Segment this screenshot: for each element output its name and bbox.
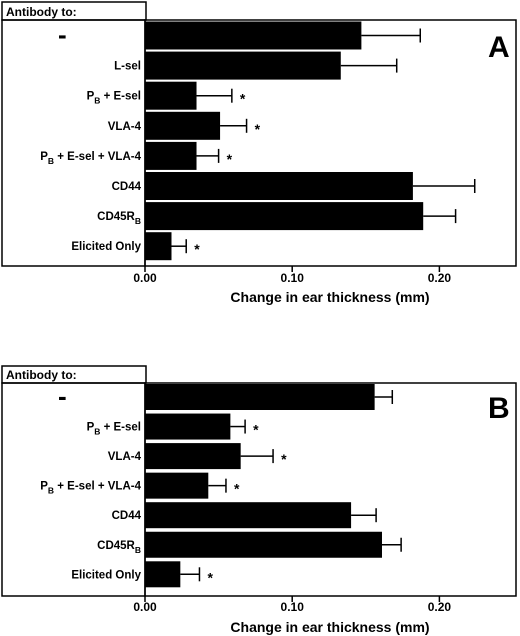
header-box [1, 1, 147, 21]
x-axis-label: Change in ear thickness (mm) [230, 289, 429, 305]
bar [145, 141, 197, 170]
x-tick-label: 0.00 [133, 600, 157, 614]
x-tick-label: 0.10 [281, 600, 305, 614]
significance-star: * [255, 121, 261, 137]
x-axis-label: Change in ear thickness (mm) [230, 619, 429, 635]
panel-letter: B [488, 392, 510, 425]
bar [145, 413, 231, 440]
bar [145, 172, 413, 200]
x-tick-label: 0.20 [428, 600, 452, 614]
category-label: VLA-4 [108, 121, 142, 133]
chart-panel-a: Antibody to: A - L-sel * PB + E-sel * VLA-4 * PB … [1, 1, 517, 305]
category-label: PB + E-sel + VLA-4 [40, 481, 141, 496]
bar [145, 443, 241, 470]
category-label: Elicited Only [71, 241, 141, 253]
label-column-frame [1, 19, 146, 267]
significance-star: * [227, 151, 233, 167]
category-label: VLA-4 [108, 451, 142, 463]
bar [145, 472, 209, 499]
significance-star: * [234, 481, 240, 497]
bar [145, 111, 221, 140]
significance-star: * [194, 241, 200, 257]
category-label: - [58, 20, 67, 50]
bar [145, 21, 362, 50]
category-label: PB + E-sel [87, 422, 141, 437]
panel-letter: A [488, 31, 510, 64]
category-label: CD44 [112, 510, 142, 522]
bar [145, 202, 424, 231]
significance-star: * [281, 451, 287, 467]
bar [145, 51, 341, 80]
bar [145, 502, 352, 529]
significance-star: * [253, 422, 259, 438]
header-text: Antibody to: [6, 5, 77, 19]
category-label: Elicited Only [71, 569, 141, 581]
category-label: PB + E-sel [87, 91, 141, 106]
category-label: CD45RB [97, 211, 141, 226]
significance-star: * [207, 569, 213, 585]
category-label: L-sel [114, 61, 141, 73]
bar [145, 561, 181, 588]
category-label: - [58, 381, 67, 411]
bar [145, 531, 382, 558]
bar [145, 232, 172, 261]
x-tick-label: 0.10 [281, 271, 305, 285]
header-text: Antibody to: [6, 368, 77, 382]
x-tick-label: 0.00 [133, 271, 157, 285]
chart-panel-b: Antibody to: B - * PB + E-sel * VLA-4 * PB + E-s… [1, 365, 517, 635]
significance-star: * [240, 91, 246, 107]
category-label: CD45RB [97, 540, 141, 555]
category-label: CD44 [112, 181, 142, 193]
bar [145, 81, 197, 110]
bar [145, 384, 375, 410]
category-label: PB + E-sel + VLA-4 [40, 151, 141, 166]
x-tick-label: 0.20 [428, 271, 452, 285]
header-box [1, 365, 147, 384]
